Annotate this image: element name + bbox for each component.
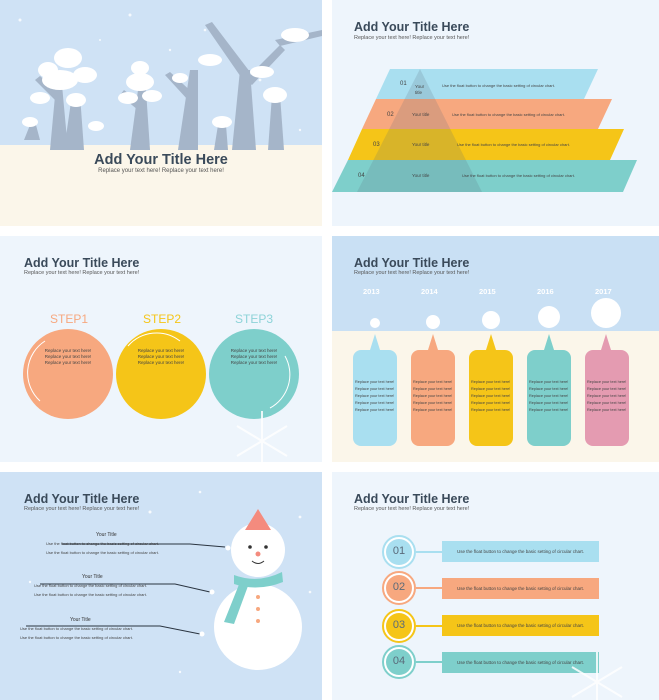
item-2-num: 02 xyxy=(392,581,406,593)
year-2013: 2013 xyxy=(363,287,380,296)
winter-trees-illustration xyxy=(0,13,322,226)
snowman-illustration xyxy=(26,490,312,674)
numbered-list xyxy=(382,535,623,700)
slide-5-snowman[interactable]: Add Your Title Here Replace your text he… xyxy=(0,472,322,700)
item-2-text: Use the float button to change the basic… xyxy=(456,586,585,591)
step-circles xyxy=(23,329,299,462)
slide-1-title: Add Your Title Here xyxy=(94,152,228,168)
slide-6-subtitle: Replace your text here! Replace your tex… xyxy=(354,506,470,512)
item-3-line-1: Use the float button to change the basic… xyxy=(20,626,133,631)
layer-1-text: Use the float button to change the basic… xyxy=(442,83,555,88)
item-2-title: Your Title xyxy=(82,574,103,580)
step-3-text: Replace your text here! Replace your text… xyxy=(230,348,278,365)
step-2-label: STEP2 xyxy=(142,312,181,326)
layer-band-4 xyxy=(332,160,637,192)
item-3-text: Use the float button to change the basic… xyxy=(456,623,585,628)
year-2014: 2014 xyxy=(421,287,438,296)
step-2-circle xyxy=(116,329,206,419)
slide-2-pyramid[interactable]: Add Your Title Here Replace your text he… xyxy=(332,0,659,226)
slide-3-title: Add Your Title Here xyxy=(24,256,140,270)
item-3-bar xyxy=(442,615,599,636)
slide-2-subtitle: Replace your text here! Replace your tex… xyxy=(354,35,470,41)
item-3-line-2: Use the float button to change the basic… xyxy=(20,635,133,640)
slide-1-cover[interactable]: Add Your Title Here Replace your text he… xyxy=(0,0,322,226)
slide-6-title: Add Your Title Here xyxy=(354,492,470,506)
item-1-line-1: Use the float button to change the basic… xyxy=(46,541,159,546)
year-2015: 2015 xyxy=(479,287,496,296)
slide-5-title: Add Your Title Here xyxy=(24,492,140,506)
step-3-label: STEP3 xyxy=(234,312,273,326)
item-4-text: Use the float button to change the basic… xyxy=(456,660,585,665)
layer-4-label: Your title xyxy=(412,173,430,178)
year-2017: 2017 xyxy=(595,287,612,296)
layer-2-label: Your title xyxy=(412,112,430,117)
year-cards xyxy=(353,334,629,446)
snowflake-icon xyxy=(236,411,288,462)
pyramid-overlay xyxy=(357,69,482,192)
layer-3-label: Your title xyxy=(412,142,430,147)
item-1-text: Use the float button to change the basic… xyxy=(456,549,585,554)
layer-1-label: Your title xyxy=(415,84,425,95)
card-2016-text: Replace your text here! Replace your text… xyxy=(529,380,569,412)
step-1-text: Replace your text here! Replace your text… xyxy=(44,348,92,365)
step-2-text: Replace your text here! Replace your text… xyxy=(137,348,185,365)
snowman-hat xyxy=(245,509,271,530)
layer-4-text: Use the float button to change the basic… xyxy=(462,173,575,178)
card-2014-text: Replace your text here! Replace your text… xyxy=(413,380,453,412)
year-2016: 2016 xyxy=(537,287,554,296)
step-1-label: STEP1 xyxy=(49,312,88,326)
slide-2-title: Add Your Title Here xyxy=(354,20,470,34)
layer-3-text: Use the float button to change the basic… xyxy=(457,142,570,147)
card-2015-text: Replace your text here! Replace your text… xyxy=(471,380,511,412)
slide-5-subtitle: Replace your text here! Replace your tex… xyxy=(24,506,140,512)
item-1-bar xyxy=(442,541,599,562)
item-1-num: 01 xyxy=(392,545,406,557)
step-3-circle xyxy=(209,329,299,419)
slide-6-list[interactable]: Add Your Title Here Replace your text he… xyxy=(332,472,659,700)
card-2013-text: Replace your text here! Replace your text… xyxy=(355,380,395,412)
slide-4-title: Add Your Title Here xyxy=(354,256,470,270)
layer-4-num: 04 xyxy=(358,173,365,179)
item-2-line-1: Use the float button to change the basic… xyxy=(34,583,147,588)
item-4-bar xyxy=(442,652,599,673)
slide-4-timeline[interactable]: Add Your Title Here Replace your text he… xyxy=(332,236,659,462)
card-2017-text: Replace your text here! Replace your text… xyxy=(587,380,627,412)
layer-band-1 xyxy=(376,69,598,99)
item-4-num: 04 xyxy=(392,655,406,667)
item-3-title: Your Title xyxy=(70,617,91,623)
layer-3-num: 03 xyxy=(373,142,380,148)
slide-3-steps[interactable]: Add Your Title Here Replace your text he… xyxy=(0,236,322,462)
slide-1-subtitle: Replace your text here! Replace your tex… xyxy=(98,168,224,174)
item-2-line-2: Use the float button to change the basic… xyxy=(34,592,147,597)
snowman-head xyxy=(231,523,285,577)
layer-2-num: 02 xyxy=(387,112,394,118)
layer-1-num: 01 xyxy=(400,81,407,87)
pyramid-layers-chart xyxy=(332,69,637,192)
timeline-markers xyxy=(353,298,629,446)
layer-band-3 xyxy=(348,129,624,160)
item-1-title: Your Title xyxy=(96,532,117,538)
slide-4-subtitle: Replace your text here! Replace your tex… xyxy=(354,270,470,276)
item-3-num: 03 xyxy=(392,619,406,631)
layer-2-text: Use the float button to change the basic… xyxy=(452,112,565,117)
item-1-line-2: Use the float button to change the basic… xyxy=(46,550,159,555)
step-1-circle xyxy=(23,329,113,419)
layer-band-2 xyxy=(362,99,612,129)
slide-3-subtitle: Replace your text here! Replace your tex… xyxy=(24,270,140,276)
snowflake-icon xyxy=(571,652,623,700)
item-2-bar xyxy=(442,578,599,599)
